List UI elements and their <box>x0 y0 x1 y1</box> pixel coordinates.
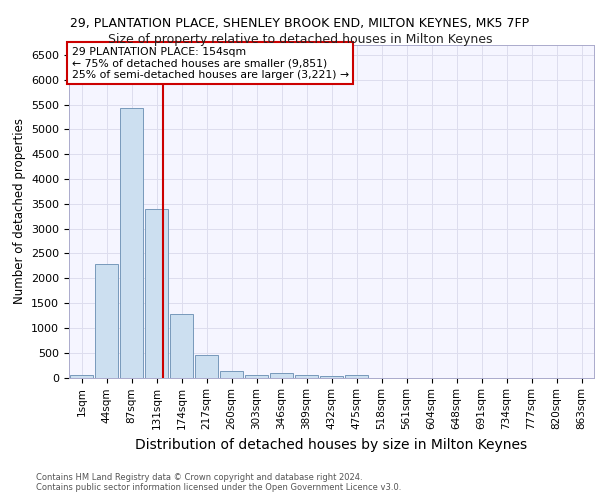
X-axis label: Distribution of detached houses by size in Milton Keynes: Distribution of detached houses by size … <box>136 438 527 452</box>
Bar <box>145 210 169 378</box>
Bar <box>269 373 293 378</box>
Bar <box>220 371 244 378</box>
Bar <box>119 108 143 378</box>
Text: Contains HM Land Registry data © Crown copyright and database right 2024.
Contai: Contains HM Land Registry data © Crown c… <box>36 473 401 492</box>
Text: 29 PLANTATION PLACE: 154sqm
← 75% of detached houses are smaller (9,851)
25% of : 29 PLANTATION PLACE: 154sqm ← 75% of det… <box>71 46 349 80</box>
Bar <box>320 376 343 378</box>
Bar <box>170 314 193 378</box>
Bar <box>245 375 268 378</box>
Bar <box>194 354 218 378</box>
Text: Size of property relative to detached houses in Milton Keynes: Size of property relative to detached ho… <box>108 32 492 46</box>
Text: 29, PLANTATION PLACE, SHENLEY BROOK END, MILTON KEYNES, MK5 7FP: 29, PLANTATION PLACE, SHENLEY BROOK END,… <box>70 18 530 30</box>
Y-axis label: Number of detached properties: Number of detached properties <box>13 118 26 304</box>
Bar <box>295 376 319 378</box>
Bar <box>70 375 94 378</box>
Bar <box>344 375 368 378</box>
Bar <box>95 264 118 378</box>
